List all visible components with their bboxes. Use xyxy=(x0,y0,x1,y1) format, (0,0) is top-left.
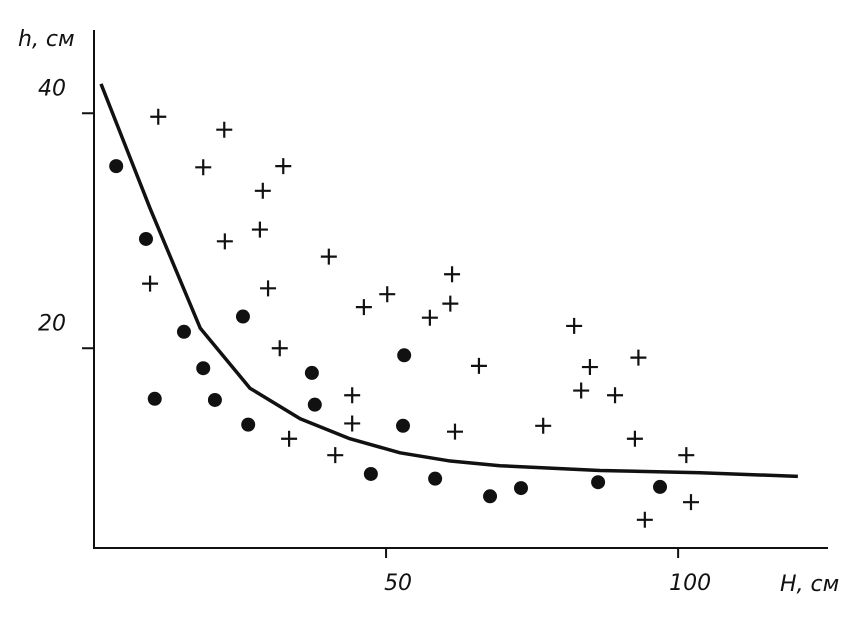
x-axis-label: H, см xyxy=(780,572,839,597)
dot-point xyxy=(483,489,498,504)
cross-point xyxy=(535,417,552,434)
cross-point xyxy=(344,415,361,432)
cross-point xyxy=(254,182,271,199)
y-axis-label: h, см xyxy=(18,27,75,52)
cross-point xyxy=(271,340,288,357)
cross-point xyxy=(327,447,344,464)
y-tick-label: 20 xyxy=(38,311,66,336)
cross-point xyxy=(281,430,298,447)
dot-point xyxy=(513,481,528,496)
cross-point xyxy=(446,423,463,440)
cross-point xyxy=(195,159,212,176)
cross-point xyxy=(581,359,598,376)
dot-point xyxy=(207,392,222,407)
cross-point xyxy=(344,387,361,404)
cross-point xyxy=(260,280,277,297)
dot-point xyxy=(428,471,443,486)
cross-point xyxy=(216,233,233,250)
cross-point xyxy=(630,349,647,366)
dot-point xyxy=(363,466,378,481)
cross-point xyxy=(355,299,372,316)
cross-point xyxy=(320,248,337,265)
cross-point xyxy=(251,221,268,238)
dot-point xyxy=(176,324,191,339)
cross-point xyxy=(678,447,695,464)
dot-point xyxy=(591,475,606,490)
cross-point xyxy=(442,295,459,312)
y-tick-label: 40 xyxy=(38,76,66,101)
fit-curve xyxy=(99,83,798,479)
dot-point xyxy=(397,348,412,363)
dot-point xyxy=(304,365,319,380)
dot-point xyxy=(396,418,411,433)
dot-point xyxy=(138,231,153,246)
x-tick-label: 100 xyxy=(669,571,711,596)
dot-point xyxy=(235,309,250,324)
cross-point xyxy=(142,275,159,292)
cross-point xyxy=(566,317,583,334)
x-tick-label: 50 xyxy=(384,571,412,596)
cross-point xyxy=(607,387,624,404)
cross-point xyxy=(421,309,438,326)
cross-point xyxy=(444,266,461,283)
cross-point xyxy=(682,494,699,511)
dot-point xyxy=(196,361,211,376)
cross-point xyxy=(470,357,487,374)
dot-point xyxy=(147,391,162,406)
cross-point xyxy=(573,382,590,399)
cross-point xyxy=(275,158,292,175)
dot-point xyxy=(109,159,124,174)
cross-point xyxy=(626,430,643,447)
cross-point xyxy=(636,511,653,528)
cross-point xyxy=(150,108,167,125)
dot-point xyxy=(653,479,668,494)
cross-point xyxy=(216,121,233,138)
dot-point xyxy=(241,417,256,432)
cross-point xyxy=(379,286,396,303)
dot-point xyxy=(307,397,322,412)
